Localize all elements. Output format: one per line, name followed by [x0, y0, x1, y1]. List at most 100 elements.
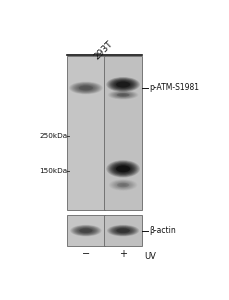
Ellipse shape	[111, 91, 135, 98]
Text: 293T: 293T	[92, 39, 114, 61]
Ellipse shape	[111, 180, 135, 190]
Ellipse shape	[121, 83, 125, 85]
Ellipse shape	[71, 82, 100, 93]
Ellipse shape	[112, 80, 134, 89]
Ellipse shape	[114, 227, 132, 234]
Ellipse shape	[116, 228, 130, 233]
Ellipse shape	[76, 227, 96, 234]
Text: 250kDa: 250kDa	[40, 134, 68, 140]
Ellipse shape	[110, 162, 136, 175]
Ellipse shape	[82, 87, 90, 89]
Text: 150kDa: 150kDa	[40, 168, 68, 174]
Ellipse shape	[111, 79, 135, 90]
Ellipse shape	[75, 226, 97, 235]
Text: +: +	[119, 249, 127, 259]
Ellipse shape	[122, 94, 124, 95]
Ellipse shape	[80, 86, 92, 90]
Ellipse shape	[79, 85, 93, 90]
Ellipse shape	[118, 93, 128, 97]
Ellipse shape	[114, 181, 132, 189]
Ellipse shape	[116, 228, 130, 233]
Text: −: −	[82, 249, 90, 259]
Ellipse shape	[117, 166, 129, 172]
Ellipse shape	[75, 84, 97, 92]
Ellipse shape	[122, 84, 124, 85]
Ellipse shape	[119, 183, 127, 187]
Ellipse shape	[120, 167, 127, 171]
Ellipse shape	[110, 79, 136, 90]
Ellipse shape	[112, 163, 134, 174]
Ellipse shape	[118, 183, 128, 187]
Text: UV: UV	[144, 252, 156, 261]
Ellipse shape	[117, 183, 129, 187]
Ellipse shape	[108, 77, 139, 92]
Ellipse shape	[114, 92, 132, 98]
Ellipse shape	[78, 228, 94, 233]
Ellipse shape	[122, 230, 124, 231]
Ellipse shape	[71, 225, 100, 236]
Ellipse shape	[81, 229, 90, 232]
Ellipse shape	[112, 226, 135, 235]
Ellipse shape	[121, 230, 125, 231]
Bar	[67, 56, 105, 210]
Ellipse shape	[120, 184, 126, 186]
Ellipse shape	[107, 225, 139, 236]
Ellipse shape	[108, 161, 139, 177]
Ellipse shape	[109, 161, 138, 176]
Ellipse shape	[106, 160, 140, 178]
Ellipse shape	[112, 181, 134, 190]
Ellipse shape	[111, 163, 135, 175]
Ellipse shape	[80, 229, 91, 233]
Ellipse shape	[106, 77, 140, 92]
Ellipse shape	[79, 228, 93, 233]
Ellipse shape	[109, 78, 138, 91]
Ellipse shape	[122, 184, 124, 185]
Ellipse shape	[77, 227, 95, 234]
Ellipse shape	[119, 94, 128, 96]
Ellipse shape	[74, 226, 98, 235]
Ellipse shape	[115, 81, 131, 88]
Ellipse shape	[121, 168, 125, 170]
Ellipse shape	[109, 91, 137, 99]
Ellipse shape	[122, 168, 124, 169]
Ellipse shape	[121, 94, 125, 96]
Ellipse shape	[70, 225, 101, 236]
Ellipse shape	[77, 85, 94, 91]
Ellipse shape	[112, 92, 134, 98]
Ellipse shape	[84, 230, 88, 231]
Ellipse shape	[108, 225, 138, 236]
Ellipse shape	[74, 83, 98, 92]
Ellipse shape	[115, 164, 131, 173]
Ellipse shape	[76, 84, 95, 92]
Ellipse shape	[116, 166, 130, 172]
Ellipse shape	[81, 86, 91, 90]
Ellipse shape	[69, 82, 103, 94]
Ellipse shape	[79, 85, 93, 91]
Ellipse shape	[117, 182, 129, 188]
Ellipse shape	[70, 82, 101, 94]
Ellipse shape	[113, 181, 133, 189]
Ellipse shape	[114, 164, 133, 174]
Ellipse shape	[109, 179, 137, 191]
Ellipse shape	[110, 180, 136, 190]
Ellipse shape	[117, 93, 130, 97]
Ellipse shape	[82, 230, 89, 232]
Ellipse shape	[116, 182, 130, 188]
Ellipse shape	[115, 93, 131, 97]
Ellipse shape	[114, 80, 133, 89]
Ellipse shape	[113, 227, 134, 234]
Text: β-actin: β-actin	[149, 226, 176, 235]
Text: p-ATM-S1981: p-ATM-S1981	[149, 83, 199, 92]
Bar	[104, 215, 142, 246]
Ellipse shape	[109, 226, 137, 236]
Ellipse shape	[117, 229, 129, 233]
Ellipse shape	[117, 82, 129, 87]
Ellipse shape	[113, 92, 133, 98]
Ellipse shape	[119, 229, 128, 232]
Ellipse shape	[111, 226, 136, 235]
Ellipse shape	[79, 228, 93, 233]
Ellipse shape	[115, 228, 131, 233]
Ellipse shape	[110, 91, 136, 99]
Ellipse shape	[118, 82, 128, 87]
Ellipse shape	[120, 83, 127, 86]
